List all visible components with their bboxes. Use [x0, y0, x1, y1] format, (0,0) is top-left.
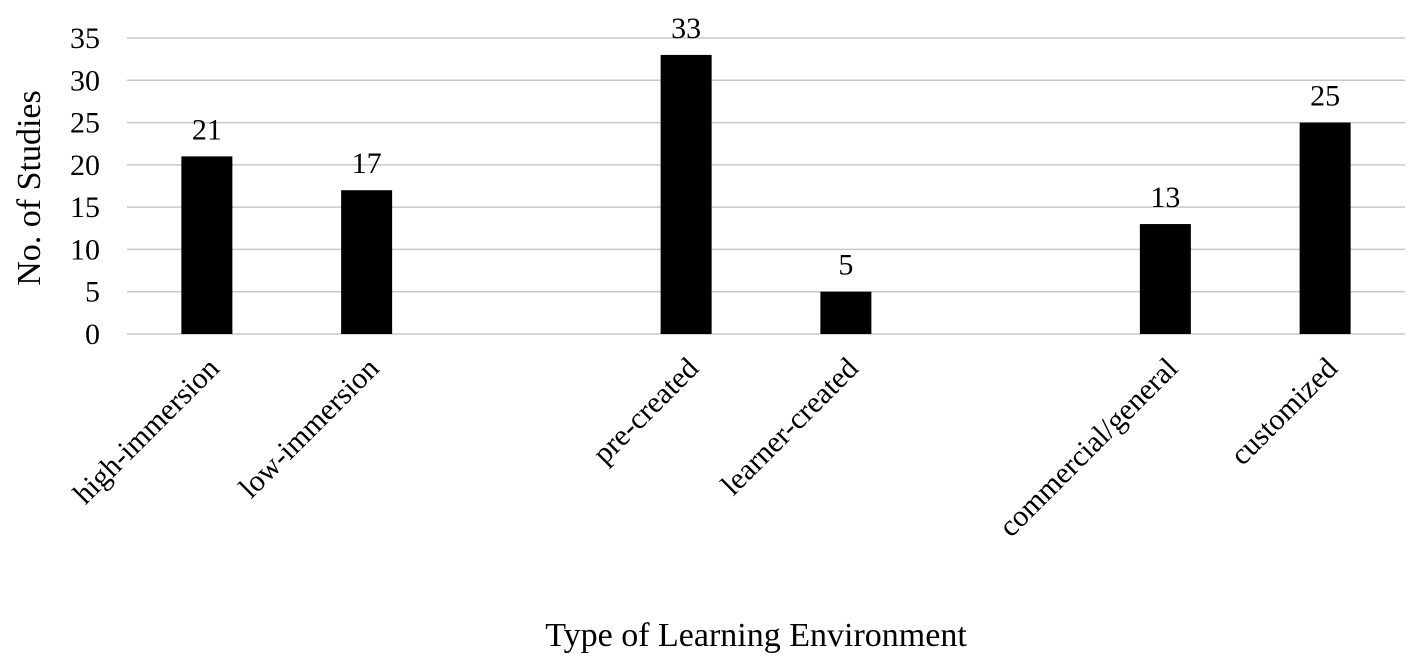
y-tick-label: 5: [85, 276, 100, 309]
x-category-label: high-immersion: [67, 352, 226, 511]
data-label: 5: [838, 249, 853, 282]
gridlines: [127, 37, 1405, 335]
y-tick-label: 10: [70, 233, 100, 266]
x-axis-title: Type of Learning Environment: [545, 617, 967, 654]
bars: [181, 54, 1351, 335]
bar: [660, 54, 712, 335]
bar: [341, 190, 393, 334]
x-category-label: learner-created: [715, 352, 865, 502]
data-label: 17: [352, 147, 382, 180]
y-tick-label: 30: [70, 64, 100, 97]
y-tick-label: 15: [70, 191, 100, 224]
x-category-label: pre-created: [586, 352, 705, 471]
x-category-label: commercial/general: [993, 352, 1185, 544]
x-category-label: low-immersion: [233, 352, 386, 505]
y-tick-label: 35: [70, 22, 100, 55]
bar: [181, 156, 233, 334]
bar: [1139, 224, 1191, 334]
y-tick-label: 20: [70, 149, 100, 182]
data-label: 13: [1150, 181, 1180, 214]
x-axis-categories: high-immersion low-immersion pre-created le…: [67, 352, 1344, 544]
y-axis-title: No. of Studies: [11, 90, 48, 286]
bar: [820, 291, 872, 334]
data-label: 21: [192, 113, 222, 146]
y-axis-ticks: 0 5 10 15 20 25 30 35: [70, 22, 100, 351]
y-tick-label: 25: [70, 107, 100, 140]
y-tick-label: 0: [85, 318, 100, 351]
data-labels: 21 17 33 5 13 25: [192, 12, 1340, 282]
data-label: 25: [1310, 80, 1340, 113]
data-label: 33: [671, 12, 701, 45]
x-category-label: customized: [1224, 352, 1344, 472]
bar: [1299, 122, 1351, 334]
